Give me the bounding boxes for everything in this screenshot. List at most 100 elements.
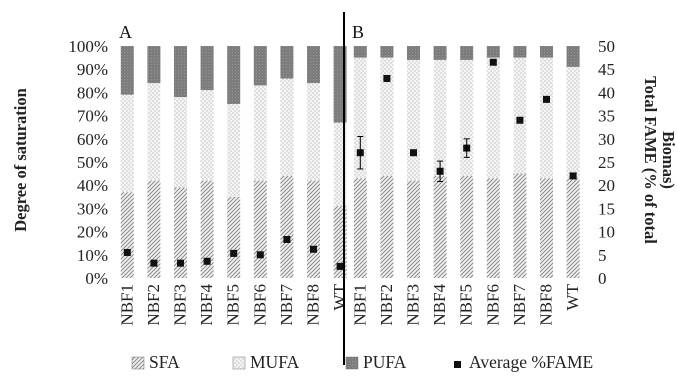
bar-segment-pufa [120, 46, 134, 95]
bar-segment-sfa [460, 175, 474, 278]
right-tick-label: 15 [598, 199, 615, 218]
fame-marker [283, 235, 291, 243]
right-tick-label: 25 [598, 153, 615, 172]
bar-segment-pufa [174, 46, 187, 98]
category-label: NBF4 [197, 284, 216, 326]
bar-segment-mufa [353, 57, 367, 179]
bar-segment-sfa [540, 178, 553, 278]
fame-marker [410, 149, 417, 157]
bar-segment-mufa [227, 104, 241, 197]
bar-segment-mufa [200, 90, 214, 181]
fame-marker [123, 248, 131, 256]
bar-segment-mufa [540, 57, 553, 179]
category-label: NBF6 [250, 284, 269, 326]
fame-marker [256, 251, 264, 259]
legend-swatch-pufa [345, 356, 359, 370]
bar-segment-pufa [280, 46, 294, 79]
legend-label: PUFA [363, 352, 407, 372]
bar-segment-pufa [307, 46, 320, 84]
bar-segment-mufa [566, 66, 580, 179]
bar-segment-pufa [147, 46, 161, 84]
bar-segment-mufa [120, 94, 134, 193]
category-label: NBF7 [277, 284, 296, 326]
right-axis-ticks: 0 5 10 15 20 25 30 35 40 45 50 [598, 37, 615, 288]
right-axis-title: Total FAME (% of total Biomas) [641, 76, 677, 244]
bar-segment-sfa [174, 187, 187, 278]
category-label: NBF1 [117, 284, 136, 326]
category-label: NBF7 [510, 284, 529, 326]
bar-segment-pufa [460, 46, 474, 60]
bar-segment-mufa [460, 59, 474, 176]
left-tick-label: 100% [68, 37, 108, 56]
right-tick-label: 10 [598, 223, 615, 242]
left-tick-label: 80% [77, 83, 108, 102]
left-tick-label: 60% [77, 130, 108, 149]
left-tick-label: 30% [77, 199, 108, 218]
category-label: WT [330, 283, 349, 310]
fame-marker [543, 95, 550, 103]
legend-swatch-mufa [232, 356, 246, 370]
bar-segment-pufa [353, 46, 367, 58]
category-label: NBF8 [304, 284, 323, 326]
fame-marker [336, 262, 344, 270]
right-tick-label: 45 [598, 60, 615, 79]
left-tick-label: 0% [85, 269, 108, 288]
fame-marker [230, 249, 238, 257]
legend-label: SFA [149, 352, 180, 372]
bar-segment-mufa [433, 59, 447, 176]
bar-segment-sfa [513, 173, 527, 278]
bar-segment-sfa [280, 175, 294, 278]
fame-marker [489, 58, 497, 66]
bar-segment-mufa [147, 83, 161, 181]
right-tick-label: 50 [598, 37, 615, 56]
bar-segment-mufa [407, 59, 420, 181]
bar-segment-sfa [566, 178, 580, 278]
bar-segment-sfa [200, 180, 214, 278]
bar-segment-sfa [253, 180, 267, 278]
fame-marker [177, 259, 184, 267]
category-label: NBF2 [144, 284, 163, 326]
fame-marker [569, 172, 577, 180]
left-tick-label: 50% [77, 153, 108, 172]
bar-segment-pufa [433, 46, 447, 60]
bar-segment-mufa [486, 57, 500, 179]
fame-marker [150, 259, 158, 267]
bar-segment-mufa [174, 97, 187, 188]
legend-marker [454, 361, 461, 368]
bar-segment-sfa [353, 178, 367, 278]
bar-segment-pufa [200, 46, 214, 91]
bar-segment-pufa [566, 46, 580, 67]
category-label: NBF4 [430, 284, 449, 326]
right-axis-label-line1: Total FAME (% of total [641, 76, 660, 244]
right-tick-label: 35 [598, 107, 615, 126]
bar-segment-sfa [486, 178, 500, 278]
left-axis-label: Degree of saturation [11, 88, 30, 232]
bar-segment-sfa [407, 180, 420, 278]
left-tick-label: 40% [77, 176, 108, 195]
fame-marker [516, 116, 524, 124]
bar-segment-mufa [513, 57, 527, 174]
bar-segment-pufa [407, 46, 420, 60]
bar-segment-mufa [253, 85, 267, 181]
category-label: NBF3 [404, 284, 423, 326]
left-axis-ticks: 0% 10% 20% 30% 40% 50% 60% 70% 80% 90% 100% [68, 37, 108, 288]
panel-label: A [119, 22, 132, 42]
left-tick-label: 90% [77, 60, 108, 79]
category-label: NBF5 [457, 284, 476, 326]
bar-segment-sfa [433, 175, 447, 278]
left-axis-title: Degree of saturation [11, 88, 30, 232]
legend-label: MUFA [250, 352, 300, 372]
bar-segment-pufa [253, 46, 267, 86]
right-tick-label: 0 [598, 269, 607, 288]
right-tick-label: 30 [598, 130, 615, 149]
category-labels: NBF1 NBF2 NBF3 NBF4 NBF5 NBF6 NBF7 NBF8 WT NBF1 NB… [117, 283, 582, 325]
fame-markers [123, 58, 577, 270]
bar-segment-mufa [307, 83, 320, 181]
bar-segment-pufa [540, 46, 553, 58]
category-label: NBF2 [377, 284, 396, 326]
panel-label: B [352, 22, 364, 42]
bar-segment-sfa [227, 196, 241, 278]
category-label: NBF6 [483, 284, 502, 326]
